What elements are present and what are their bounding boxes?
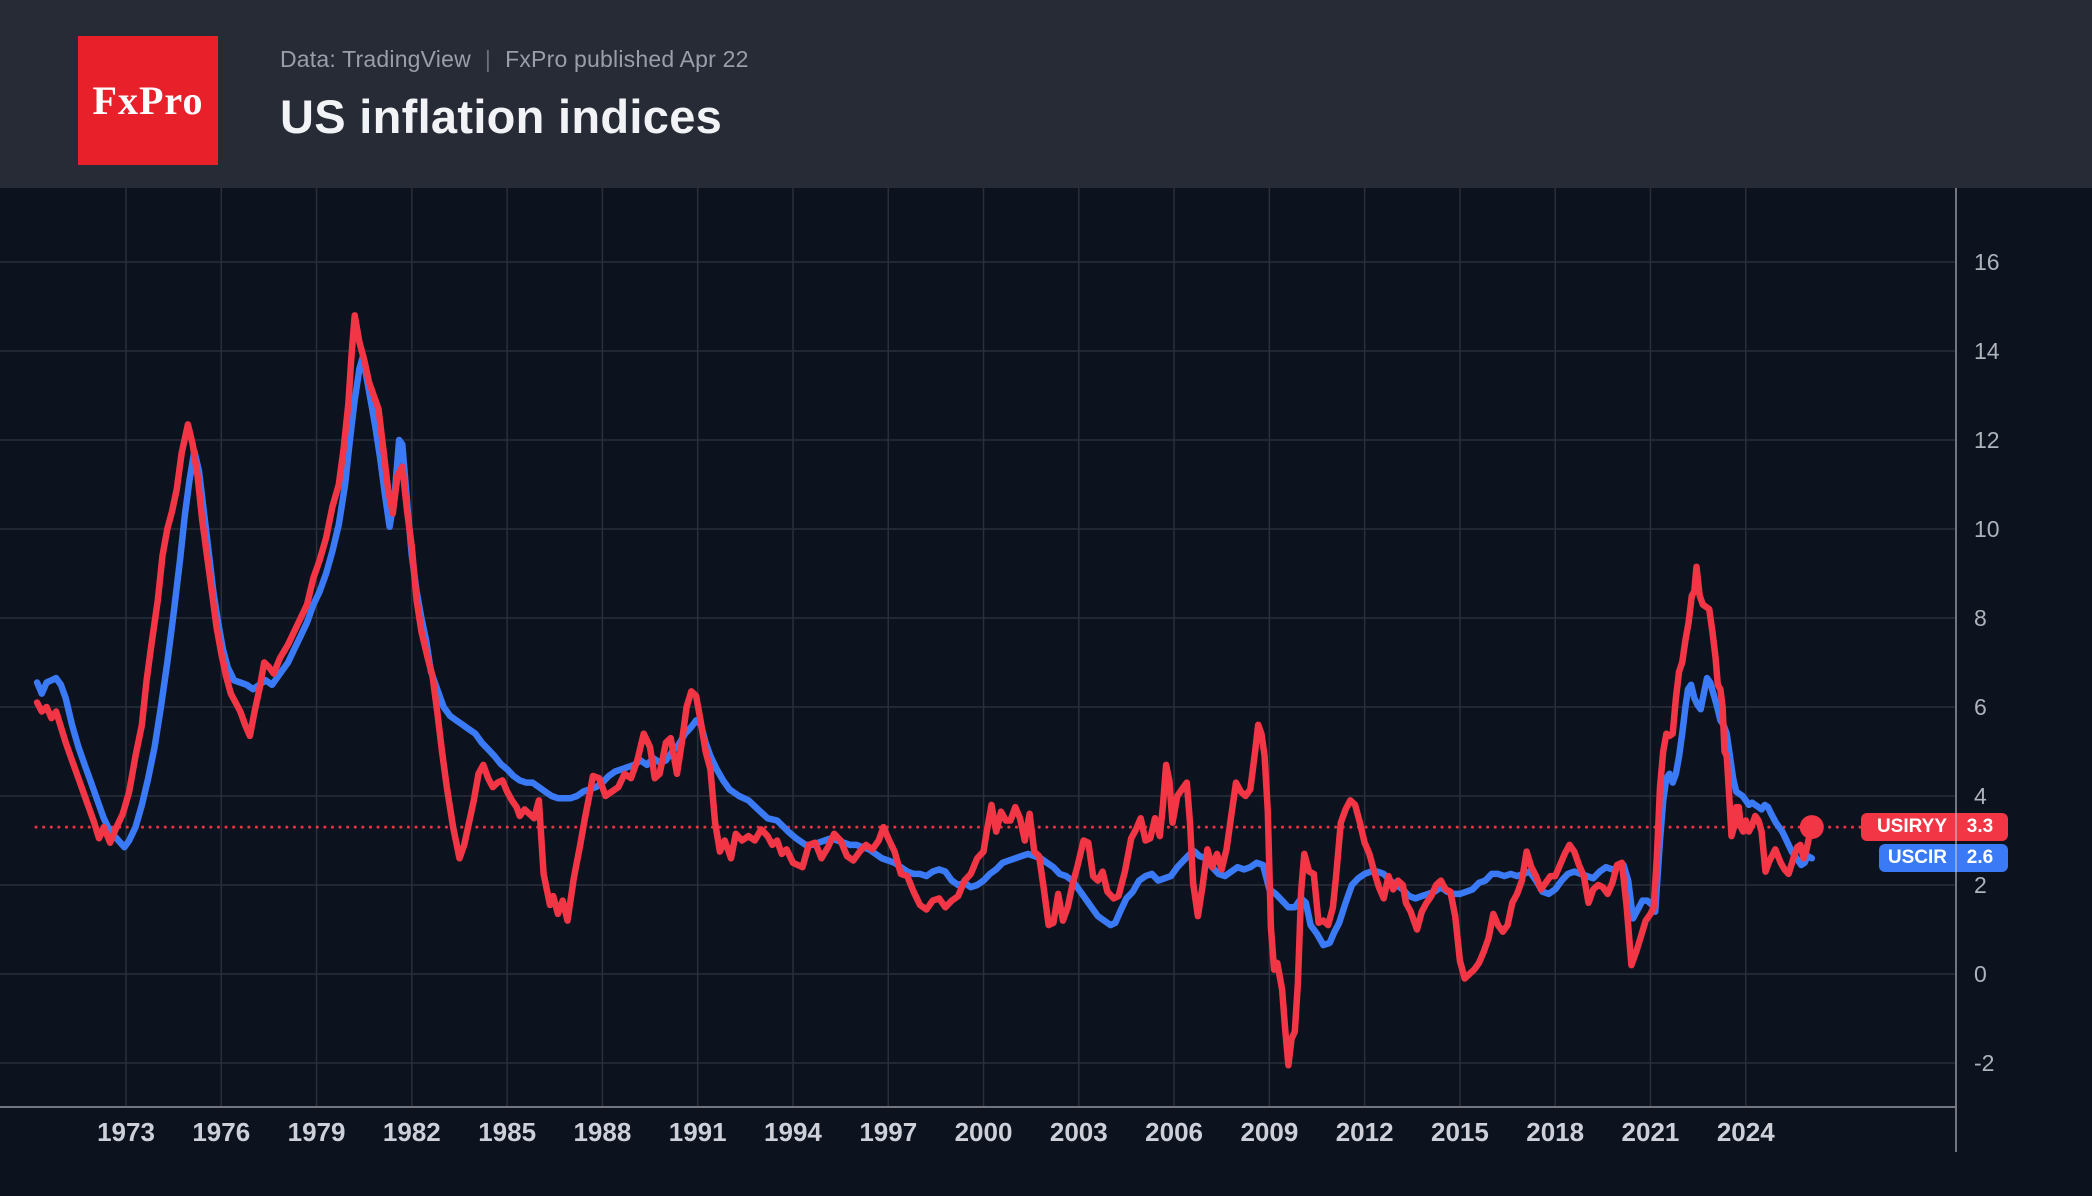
x-tick-label: 2006 (1145, 1117, 1203, 1147)
y-tick-label: 0 (1974, 961, 1987, 987)
y-tick-label: 2 (1974, 872, 1987, 898)
x-tick-label: 1994 (764, 1117, 822, 1147)
series-line-usiryy (33, 312, 1816, 1069)
header-text: Data: TradingView | FxPro published Apr 22… (280, 46, 749, 144)
series-line-uscir (33, 354, 1816, 949)
x-tick-label: 1985 (478, 1117, 536, 1147)
y-tick-label: 14 (1974, 338, 2000, 364)
x-tick-label: 2012 (1336, 1117, 1394, 1147)
published-label: FxPro published Apr 22 (505, 46, 749, 72)
x-tick-label: 2000 (955, 1117, 1013, 1147)
price-label-uscir: USCIR 2.6 (1879, 844, 2008, 873)
x-tick-label: 2015 (1431, 1117, 1489, 1147)
x-tick-label: 2009 (1240, 1117, 1298, 1147)
price-label-uscir-name: USCIR (1887, 847, 1947, 869)
x-tick-label: 1982 (383, 1117, 441, 1147)
x-tick-label: 2018 (1526, 1117, 1584, 1147)
x-tick-label: 1991 (669, 1117, 727, 1147)
y-tick-label: 16 (1974, 249, 2000, 275)
source-line: Data: TradingView | FxPro published Apr 22 (280, 46, 749, 73)
series-end-dot (1799, 815, 1824, 840)
header: FxPro Data: TradingView | FxPro published … (0, 0, 2092, 188)
fxpro-logo-text: FxPro (92, 78, 204, 123)
x-tick-label: 2003 (1050, 1117, 1108, 1147)
data-source-label: Data: TradingView (280, 46, 471, 72)
y-tick-label: -2 (1974, 1050, 1994, 1076)
axis-divider (1955, 844, 1957, 873)
x-tick-label: 1988 (573, 1117, 631, 1147)
fxpro-logo: FxPro (78, 36, 218, 165)
y-tick-label: 4 (1974, 783, 1987, 809)
x-tick-label: 1997 (859, 1117, 917, 1147)
x-tick-label: 2024 (1717, 1117, 1775, 1147)
price-label-usiryy: USIRYY 3.3 (1861, 813, 2008, 842)
price-label-usiryy-name: USIRYY (1876, 816, 1947, 838)
page-title: US inflation indices (280, 90, 723, 143)
price-label-uscir-value: 2.6 (1966, 847, 1994, 869)
x-tick-label: 1979 (288, 1117, 346, 1147)
y-tick-label: 10 (1974, 516, 2000, 542)
axis-divider (1955, 813, 1957, 842)
y-tick-label: 6 (1974, 694, 1987, 720)
x-tick-label: 1976 (192, 1117, 250, 1147)
separator: | (484, 46, 492, 72)
x-tick-label: 1973 (97, 1117, 155, 1147)
price-label-usiryy-value: 3.3 (1966, 816, 1994, 838)
y-tick-label: 12 (1974, 427, 2000, 453)
y-tick-label: 8 (1974, 605, 1987, 631)
x-tick-label: 2021 (1622, 1117, 1680, 1147)
